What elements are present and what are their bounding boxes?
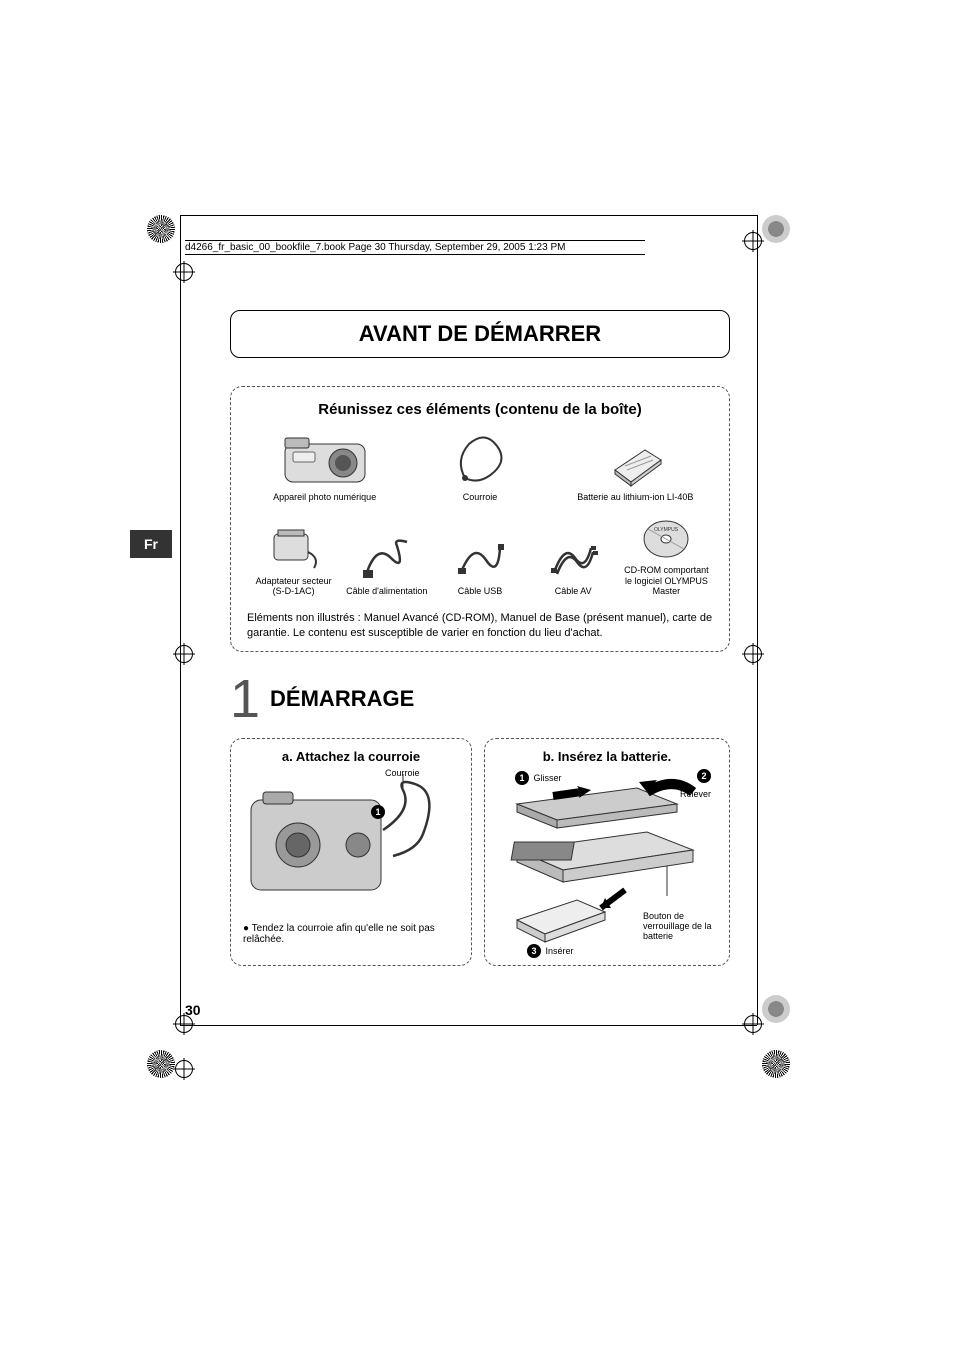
- panel-b-marker-3: 3: [527, 944, 541, 958]
- courroie-label: Courroie: [385, 768, 420, 778]
- av-cable-icon: [531, 534, 616, 582]
- panel-b-marker-1: 1: [515, 771, 529, 785]
- shade-tr: [762, 215, 790, 243]
- item-battery: Batterie au lithium-ion LI-40B: [558, 430, 713, 503]
- item-usb-cable: Câble USB: [433, 534, 526, 597]
- title-text: AVANT DE DÉMARRER: [359, 321, 601, 346]
- item-label: Appareil photo numérique: [251, 492, 398, 503]
- register-bl2: [175, 1060, 193, 1078]
- items-row-2: Adaptateur secteur (S-D-1AC) Câble d'ali…: [247, 513, 713, 597]
- item-label: Câble d'alimentation: [344, 586, 429, 597]
- panel-b-step3-label: Insérer: [545, 946, 573, 956]
- print-target-bl: [147, 1050, 175, 1078]
- item-av-cable: Câble AV: [527, 534, 620, 597]
- panel-b-step1-label: Glisser: [533, 773, 561, 783]
- box-note: Eléments non illustrés : Manuel Avancé (…: [247, 611, 713, 641]
- register-tl: [175, 263, 193, 281]
- svg-text:OLYMPUS: OLYMPUS: [654, 527, 679, 533]
- battery-icon: [562, 430, 709, 488]
- panel-b-title: b. Insérez la batterie.: [497, 749, 717, 764]
- register-br: [744, 1015, 762, 1033]
- panel-a-illustration: [243, 770, 453, 910]
- power-cable-icon: [344, 534, 429, 582]
- item-strap: Courroie: [402, 430, 557, 503]
- step-title: DÉMARRAGE: [270, 686, 414, 712]
- panel-a-note: ● Tendez la courroie afin qu'elle ne soi…: [243, 923, 459, 945]
- shade-br: [762, 995, 790, 1023]
- step-panels: a. Attachez la courroie Courroie 1 ● Ten: [230, 738, 730, 966]
- item-label: Câble AV: [531, 586, 616, 597]
- print-target-tl: [147, 215, 175, 243]
- item-label: Câble USB: [437, 586, 522, 597]
- item-adapter: Adaptateur secteur (S-D-1AC): [247, 524, 340, 598]
- adapter-icon: [251, 524, 336, 572]
- item-label: Batterie au lithium-ion LI-40B: [562, 492, 709, 503]
- item-label: Adaptateur secteur (S-D-1AC): [251, 576, 336, 598]
- item-camera: Appareil photo numérique: [247, 430, 402, 503]
- item-power-cable: Câble d'alimentation: [340, 534, 433, 597]
- strap-icon: [406, 430, 553, 488]
- panel-a-title: a. Attachez la courroie: [243, 749, 459, 764]
- register-ml: [175, 645, 193, 663]
- item-cdrom: OLYMPUS CD-ROM comportant le logiciel OL…: [620, 513, 713, 597]
- step-1-header: 1 DÉMARRAGE: [230, 672, 730, 726]
- panel-b-lock-label: Bouton de verrouillage de la batterie: [643, 911, 713, 941]
- register-tr: [744, 232, 762, 250]
- cdrom-icon: OLYMPUS: [624, 513, 709, 561]
- item-label: CD-ROM comportant le logiciel OLYMPUS Ma…: [624, 565, 709, 597]
- camera-icon: [251, 430, 398, 488]
- panel-b: b. Insérez la batterie.: [484, 738, 730, 966]
- print-target-br: [762, 1050, 790, 1078]
- step-number-glyph: 1: [230, 672, 260, 726]
- panel-a-note-text: Tendez la courroie afin qu'elle ne soit …: [243, 923, 435, 945]
- page-number: 30: [185, 1002, 201, 1018]
- page-content: AVANT DE DÉMARRER Réunissez ces éléments…: [230, 220, 730, 966]
- items-row-1: Appareil photo numérique Courroie: [247, 430, 713, 503]
- box-heading: Réunissez ces éléments (contenu de la bo…: [247, 401, 713, 418]
- register-mr: [744, 645, 762, 663]
- language-tab: Fr: [130, 530, 172, 558]
- usb-cable-icon: [437, 534, 522, 582]
- panel-b-step2-label: Relever: [680, 789, 711, 799]
- title-banner: AVANT DE DÉMARRER: [230, 310, 730, 358]
- panel-a-marker-1: 1: [371, 805, 385, 819]
- panel-b-marker-2: 2: [697, 769, 711, 783]
- box-contents: Réunissez ces éléments (contenu de la bo…: [230, 386, 730, 652]
- item-label: Courroie: [406, 492, 553, 503]
- panel-a: a. Attachez la courroie Courroie 1 ● Ten: [230, 738, 472, 966]
